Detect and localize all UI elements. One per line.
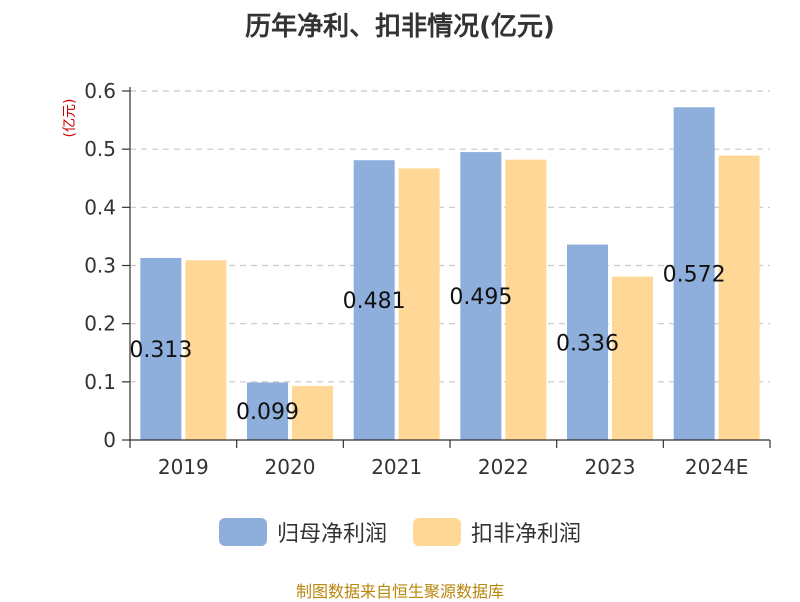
y-tick-label: 0.4 bbox=[84, 195, 116, 219]
bar-deducted-net-profit bbox=[718, 155, 760, 440]
legend-item-deducted-net-profit[interactable]: 扣非净利润 bbox=[413, 516, 581, 548]
data-label: 0.099 bbox=[236, 400, 299, 425]
source-note: 制图数据来自恒生聚源数据库 bbox=[295, 582, 504, 601]
bar-deducted-net-profit bbox=[292, 385, 333, 440]
y-tick-label: 0.6 bbox=[84, 79, 116, 103]
bar-parent-net-profit bbox=[460, 152, 502, 440]
x-tick-label: 2020 bbox=[265, 455, 316, 479]
bar-deducted-net-profit bbox=[185, 260, 227, 440]
bar-parent-net-profit bbox=[673, 107, 715, 440]
legend-item-parent-net-profit[interactable]: 归母净利润 bbox=[218, 516, 387, 548]
bar-parent-net-profit bbox=[567, 244, 608, 440]
bars bbox=[140, 107, 760, 441]
legend-swatch bbox=[413, 518, 461, 546]
x-tick-label: 2024E bbox=[685, 455, 749, 479]
bar-parent-net-profit bbox=[140, 257, 182, 440]
data-label: 0.336 bbox=[556, 331, 619, 356]
legend: 归母净利润 扣非净利润 bbox=[0, 516, 800, 548]
data-label: 0.495 bbox=[449, 285, 512, 310]
y-tick-label: 0.1 bbox=[84, 370, 116, 394]
bar-deducted-net-profit bbox=[612, 276, 653, 440]
data-label: 0.481 bbox=[343, 289, 406, 314]
data-label: 0.572 bbox=[663, 263, 726, 288]
grid-lines bbox=[130, 90, 770, 383]
y-tick-label: 0 bbox=[103, 428, 116, 452]
bar-deducted-net-profit bbox=[505, 159, 547, 441]
x-tick-label: 2023 bbox=[585, 455, 636, 479]
data-label: 0.313 bbox=[129, 338, 192, 363]
legend-label: 扣非净利润 bbox=[471, 522, 582, 547]
y-axis-label: (亿元) bbox=[62, 99, 78, 138]
y-tick-label: 0.5 bbox=[84, 137, 116, 161]
x-tick-label: 2021 bbox=[371, 455, 422, 479]
data-labels: 0.313 0.099 0.481 0.495 0.336 0.572 bbox=[129, 263, 725, 426]
axes: 0 0.1 0.2 0.3 0.4 0.5 0.6 2019 2020 2021 2022 2023 2… bbox=[84, 79, 771, 479]
bar-parent-net-profit bbox=[353, 160, 395, 441]
x-tick-label: 2019 bbox=[158, 455, 209, 479]
y-tick-label: 0.2 bbox=[84, 312, 116, 336]
y-tick-label: 0.3 bbox=[84, 254, 116, 278]
chart-title: 历年净利、扣非情况(亿元) bbox=[245, 12, 555, 42]
bar-parent-net-profit bbox=[247, 382, 288, 440]
legend-swatch bbox=[218, 518, 267, 546]
x-tick-label: 2022 bbox=[478, 455, 529, 479]
bar-deducted-net-profit bbox=[398, 168, 440, 440]
legend-label: 归母净利润 bbox=[276, 522, 387, 547]
